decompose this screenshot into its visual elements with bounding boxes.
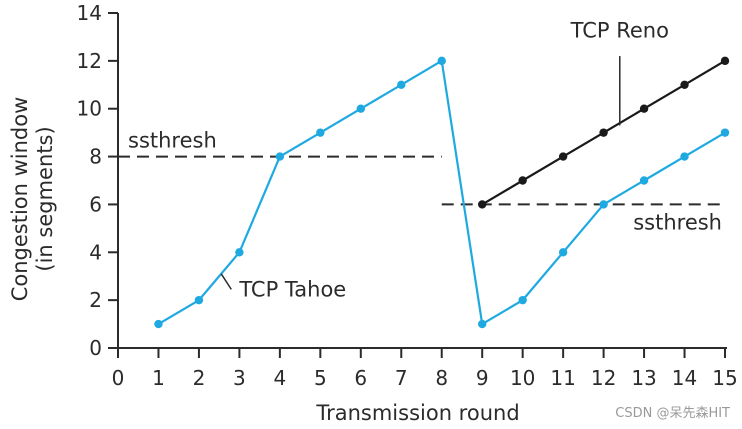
tcp-tahoe-point: [720, 128, 730, 137]
tcp-tahoe-label: TCP Tahoe: [238, 277, 346, 301]
y-axis-title-line-2: (in segments): [33, 126, 57, 271]
x-tick-label: 10: [510, 366, 535, 390]
tcp-tahoe-point: [558, 248, 568, 257]
tcp-tahoe-point: [478, 319, 487, 329]
y-tick-label: 12: [77, 49, 102, 73]
x-tick-label: 9: [476, 366, 489, 390]
tcp-reno-point: [639, 104, 649, 113]
x-tick-label: 4: [273, 366, 286, 390]
y-tick-label: 8: [89, 145, 102, 169]
ssthresh-label-1: ssthresh: [128, 129, 217, 153]
x-tick-label: 14: [672, 366, 697, 390]
x-tick-label: 5: [314, 366, 327, 390]
annotations: TCP Tahoe TCP Reno: [220, 18, 669, 301]
watermark: CSDN @呆先森HIT: [615, 406, 730, 421]
tcp-reno-point: [478, 200, 487, 209]
x-tick-label: 11: [550, 366, 575, 390]
y-tick-label: 14: [77, 1, 102, 25]
tcp-reno-point: [558, 152, 568, 161]
x-tick-label: 1: [152, 366, 165, 390]
x-tick-label: 8: [435, 366, 448, 390]
threshold-lines: ssthresh ssthresh: [118, 129, 725, 234]
tcp-tahoe-point: [235, 248, 244, 257]
y-tick-label: 0: [89, 336, 102, 360]
tcp-tahoe-point: [194, 295, 204, 305]
x-tick-label: 0: [112, 366, 125, 390]
x-tick-label: 2: [193, 366, 206, 390]
tcp-reno-point: [518, 176, 527, 185]
tcp-tahoe-point: [437, 56, 446, 66]
x-tick-label: 7: [395, 366, 408, 390]
tcp-reno-point: [680, 80, 689, 89]
x-tick-label: 13: [631, 366, 656, 390]
tcp-reno-point: [720, 56, 730, 66]
y-tick-label: 10: [77, 97, 102, 121]
tcp-tahoe-point: [397, 80, 406, 89]
y-tick-label: 2: [89, 288, 102, 312]
tcp-tahoe-point: [639, 176, 649, 185]
tcp-tahoe-leader-line: [220, 273, 232, 290]
tcp-tahoe-point: [599, 200, 608, 209]
series-layer: [154, 56, 730, 329]
x-tick-label: 12: [591, 366, 616, 390]
tcp-tahoe-point: [154, 319, 163, 329]
tcp-tahoe-point: [275, 152, 285, 161]
y-tick-label: 4: [89, 240, 102, 264]
y-axis-title: Congestion window (in segments): [8, 97, 57, 302]
tcp-tahoe-point: [316, 128, 325, 137]
ssthresh-label-2: ssthresh: [633, 210, 722, 234]
tcp-tahoe-point: [356, 104, 365, 113]
x-axis-title: Transmission round: [315, 401, 519, 425]
tcp-reno-point: [599, 128, 608, 137]
tcp-tahoe-point: [680, 152, 689, 161]
x-tick-label: 3: [233, 366, 246, 390]
x-tick-label: 6: [354, 366, 367, 390]
x-tick-label: 15: [712, 366, 737, 390]
y-axis-title-line-1: Congestion window: [8, 97, 32, 302]
y-tick-label: 6: [89, 192, 102, 216]
tcp-tahoe-point: [518, 295, 527, 305]
tcp-reno-label: TCP Reno: [570, 18, 669, 42]
